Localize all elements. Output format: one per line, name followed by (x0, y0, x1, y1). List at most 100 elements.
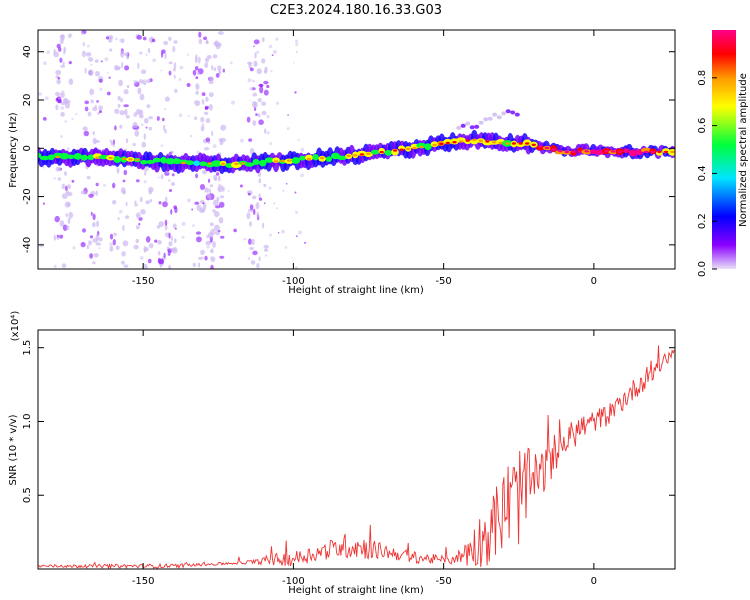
noise-speck (82, 41, 85, 47)
noise-speck (204, 106, 208, 110)
noise-speck (92, 213, 96, 221)
ridge-core (80, 154, 88, 161)
noise-speck (205, 240, 212, 246)
ridge-peak (498, 141, 503, 145)
noise-speck (151, 38, 156, 43)
noise-speck (270, 70, 273, 73)
noise-speck (212, 209, 216, 213)
ridge-peak (240, 162, 246, 165)
bottom-plot-frame (37, 329, 676, 570)
noise-speck (122, 190, 126, 195)
y-tick-label: 1.0 (22, 414, 33, 430)
noise-speck (187, 114, 190, 117)
noise-speck (146, 104, 151, 108)
branch-mark (456, 125, 462, 130)
branch-mark (514, 112, 520, 117)
noise-speck (158, 250, 161, 256)
noise-speck (59, 234, 64, 239)
noise-speck (123, 89, 129, 95)
noise-speck (179, 65, 184, 70)
noise-speck (252, 250, 258, 256)
noise-speck (136, 35, 143, 40)
noise-speck (145, 126, 148, 129)
noise-speck (90, 99, 94, 104)
noise-speck (87, 111, 92, 117)
noise-speck (264, 248, 269, 253)
noise-speck (209, 188, 212, 195)
noise-speck (144, 171, 147, 176)
ridge-core (38, 152, 42, 158)
noise-speck (125, 215, 130, 220)
ridge-peak (135, 158, 140, 162)
noise-speck (282, 189, 285, 192)
noise-speck (256, 263, 260, 269)
noise-speck (109, 48, 113, 52)
ridge-core (264, 157, 274, 163)
noise-speck (140, 209, 146, 215)
branch-mark (465, 121, 471, 126)
ridge-peak (121, 157, 127, 160)
noise-speck (158, 201, 162, 205)
snr-panel: -150 -100 -50 0 0.5 1.0 1.5 Height of straight… (8, 311, 676, 596)
noise-speck (252, 208, 256, 215)
noise-speck (53, 48, 56, 55)
noise-speck (109, 242, 114, 247)
noise-speck (168, 179, 171, 182)
ridge-peak (379, 150, 384, 154)
noise-speck (197, 262, 201, 268)
colorbar-tick-label: 0.4 (697, 165, 708, 181)
noise-speck (122, 224, 125, 231)
noise-speck (84, 100, 89, 105)
ridge-core (424, 143, 432, 151)
noise-speck (254, 107, 257, 111)
ridge-core (252, 159, 260, 165)
noise-speck (133, 79, 138, 84)
y-tick-label: 40 (22, 45, 33, 58)
ridge-peak (558, 149, 563, 153)
noise-speck (202, 202, 205, 205)
ridge-peak (644, 150, 649, 154)
noise-speck (88, 240, 92, 246)
x-tick-label: -100 (282, 276, 305, 287)
noise-speck (174, 227, 177, 230)
noise-speck (42, 166, 45, 169)
noise-speck (123, 104, 129, 108)
noise-speck (148, 186, 154, 193)
noise-speck (231, 100, 235, 105)
noise-speck (61, 263, 67, 268)
noise-speck (135, 108, 141, 115)
noise-speck (117, 95, 121, 101)
noise-speck (271, 54, 274, 57)
noise-speck (263, 202, 266, 205)
branch-mark (474, 124, 480, 129)
noise-speck (81, 50, 86, 58)
noise-speck (207, 232, 214, 238)
noise-speck (114, 64, 119, 71)
ridge-peak (511, 142, 517, 145)
noise-speck (247, 61, 253, 65)
noise-speck (209, 184, 214, 188)
noise-speck (227, 189, 230, 192)
ridge-peak (412, 146, 417, 150)
noise-speck (162, 124, 166, 131)
noise-speck (249, 99, 252, 102)
noise-speck (137, 62, 140, 69)
ridge-peak (663, 150, 669, 154)
noise-speck (205, 57, 208, 61)
noise-speck (296, 235, 298, 238)
noise-speck (138, 223, 141, 226)
ridge-core (160, 156, 167, 164)
ridge-core (47, 154, 55, 161)
noise-speck (195, 231, 202, 235)
noise-speck (157, 176, 160, 179)
noise-speck (46, 50, 50, 55)
noise-speck (208, 194, 212, 200)
noise-speck (204, 62, 209, 68)
noise-speck (210, 264, 214, 269)
noise-speck (246, 116, 251, 123)
noise-speck (61, 193, 68, 200)
noise-speck (259, 197, 263, 201)
noise-speck (145, 53, 148, 56)
colorbar-label: Normalized spectral amplitude (738, 73, 749, 227)
noise-speck (263, 70, 268, 74)
